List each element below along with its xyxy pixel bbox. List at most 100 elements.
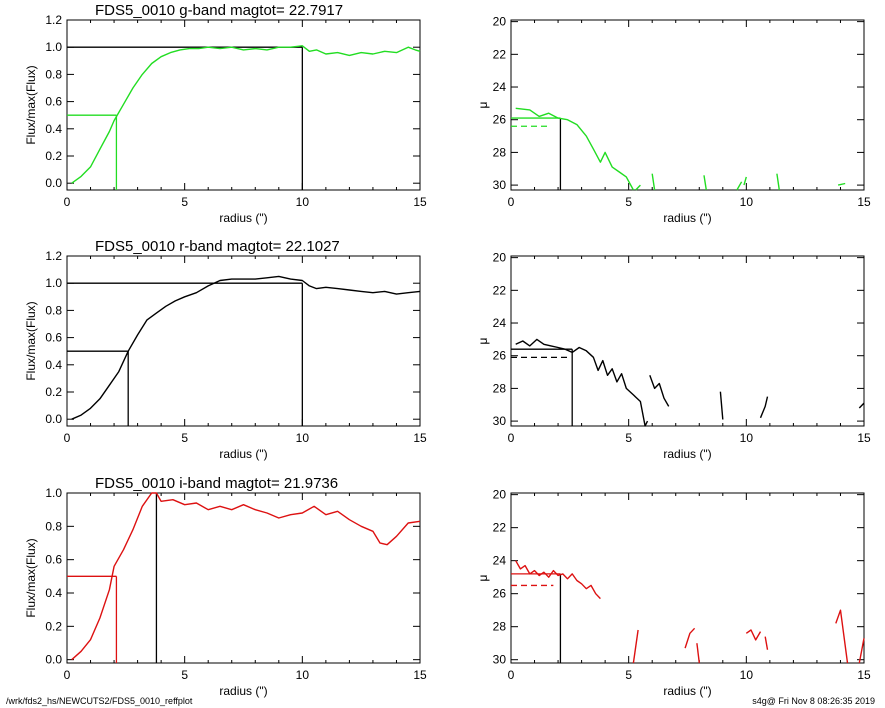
panel-2: 0 5 10 15 20 22 24 26 28 30 radius (") μ (476, 15, 871, 225)
x-axis-label: radius (") (663, 211, 711, 225)
series-line (745, 629, 762, 641)
plot-frame (510, 492, 865, 664)
y-tick-label: 0.8 (45, 519, 62, 533)
series-line (696, 643, 700, 664)
y-tick-label: 0.4 (45, 586, 62, 600)
panel-1: 0 5 10 15 0.0 0.2 0.4 0.6 0.8 1.0 1.2 FDS5_0010 g-b… (24, 2, 427, 225)
series-line (515, 338, 649, 427)
series-line (651, 173, 656, 191)
y-tick-label: 0.8 (45, 67, 62, 81)
series-line (71, 45, 421, 184)
y-tick-label: 0.4 (45, 358, 62, 372)
y-tick-label: 30 (493, 178, 507, 192)
x-tick-label: 10 (296, 431, 310, 445)
x-axis-label: radius (") (663, 684, 711, 698)
x-tick-label: 0 (508, 431, 515, 445)
y-tick-label: 22 (493, 283, 507, 297)
x-tick-label: 5 (181, 431, 188, 445)
y-tick-label: 28 (493, 381, 507, 395)
chart-title: FDS5_0010 g-band magtot= 22.7917 (95, 2, 343, 19)
y-axis-label: μ (476, 574, 490, 581)
y-tick-label: 0.6 (45, 95, 62, 109)
y-axis-label: Flux/max(Flux) (24, 538, 38, 617)
x-tick-label: 15 (413, 668, 427, 682)
series-line (835, 609, 849, 664)
x-axis-label: radius (") (663, 447, 711, 461)
plot-frame (66, 492, 421, 664)
series-line (71, 492, 421, 661)
x-tick-label: 5 (625, 195, 632, 209)
y-tick-label: 1.0 (45, 40, 62, 54)
x-axis-label: radius (") (219, 211, 267, 225)
y-axis-label: Flux/max(Flux) (24, 301, 38, 380)
y-tick-label: 22 (493, 521, 507, 535)
x-tick-label: 15 (857, 668, 871, 682)
y-tick-label: 28 (493, 620, 507, 634)
panel-4: 0 5 10 15 20 22 24 26 28 30 radius (") μ (476, 251, 871, 461)
series-line (743, 176, 747, 186)
y-tick-label: 0.2 (45, 619, 62, 633)
y-tick-label: 1.0 (45, 276, 62, 290)
x-tick-label: 5 (625, 668, 632, 682)
x-tick-label: 10 (296, 668, 310, 682)
x-tick-label: 10 (740, 668, 754, 682)
y-tick-label: 26 (493, 113, 507, 127)
series-line (632, 629, 639, 664)
series-line (759, 396, 769, 419)
y-tick-label: 0.6 (45, 553, 62, 567)
series-line (635, 184, 641, 191)
series-line (703, 175, 707, 191)
y-tick-label: 0.2 (45, 149, 62, 163)
series-line (515, 560, 601, 600)
y-tick-label: 1.2 (45, 249, 62, 263)
panel-3: 0 5 10 15 0.0 0.2 0.4 0.6 0.8 1.0 1.2 FDS5_0010 r-b… (24, 238, 427, 461)
x-axis-label: radius (") (219, 447, 267, 461)
y-tick-label: 0.8 (45, 303, 62, 317)
y-tick-label: 26 (493, 349, 507, 363)
y-tick-label: 30 (493, 653, 507, 667)
series-line (684, 627, 696, 649)
plot-frame (66, 19, 421, 191)
plot-frame (510, 19, 865, 191)
x-tick-label: 10 (296, 195, 310, 209)
y-tick-label: 20 (493, 251, 507, 265)
x-tick-label: 0 (64, 431, 71, 445)
y-tick-label: 0.0 (45, 412, 62, 426)
series-line (515, 107, 635, 191)
plot-frame (510, 255, 865, 427)
series-line (719, 391, 724, 420)
x-tick-label: 5 (181, 668, 188, 682)
y-tick-label: 24 (493, 554, 507, 568)
x-tick-label: 0 (508, 668, 515, 682)
y-tick-label: 0.2 (45, 385, 62, 399)
panel-6: 0 5 10 15 20 22 24 26 28 30 radius (") μ (476, 488, 871, 698)
y-tick-label: 24 (493, 80, 507, 94)
series-line (776, 173, 780, 191)
footer-path: /wrk/fds2_hs/NEWCUTS2/FDS5_0010_reffplot (6, 696, 193, 706)
y-tick-label: 26 (493, 587, 507, 601)
series-line (858, 638, 865, 664)
series-line (837, 182, 846, 186)
chart-title: FDS5_0010 i-band magtot= 21.9736 (95, 475, 338, 492)
series-line (858, 402, 865, 409)
y-tick-label: 1.0 (45, 486, 62, 500)
x-tick-label: 10 (740, 431, 754, 445)
y-tick-label: 0.4 (45, 122, 62, 136)
x-tick-label: 5 (181, 195, 188, 209)
chart-title: FDS5_0010 r-band magtot= 22.1027 (95, 238, 340, 255)
series-line (649, 375, 670, 407)
y-tick-label: 20 (493, 488, 507, 502)
x-tick-label: 0 (64, 195, 71, 209)
series-line (736, 181, 743, 191)
x-tick-label: 5 (625, 431, 632, 445)
y-tick-label: 30 (493, 414, 507, 428)
y-tick-label: 24 (493, 316, 507, 330)
y-tick-label: 0.0 (45, 176, 62, 190)
x-tick-label: 0 (64, 668, 71, 682)
series-line (71, 275, 421, 420)
series-line (764, 636, 769, 650)
y-axis-label: μ (476, 101, 490, 108)
y-tick-label: 20 (493, 15, 507, 29)
x-tick-label: 10 (740, 195, 754, 209)
